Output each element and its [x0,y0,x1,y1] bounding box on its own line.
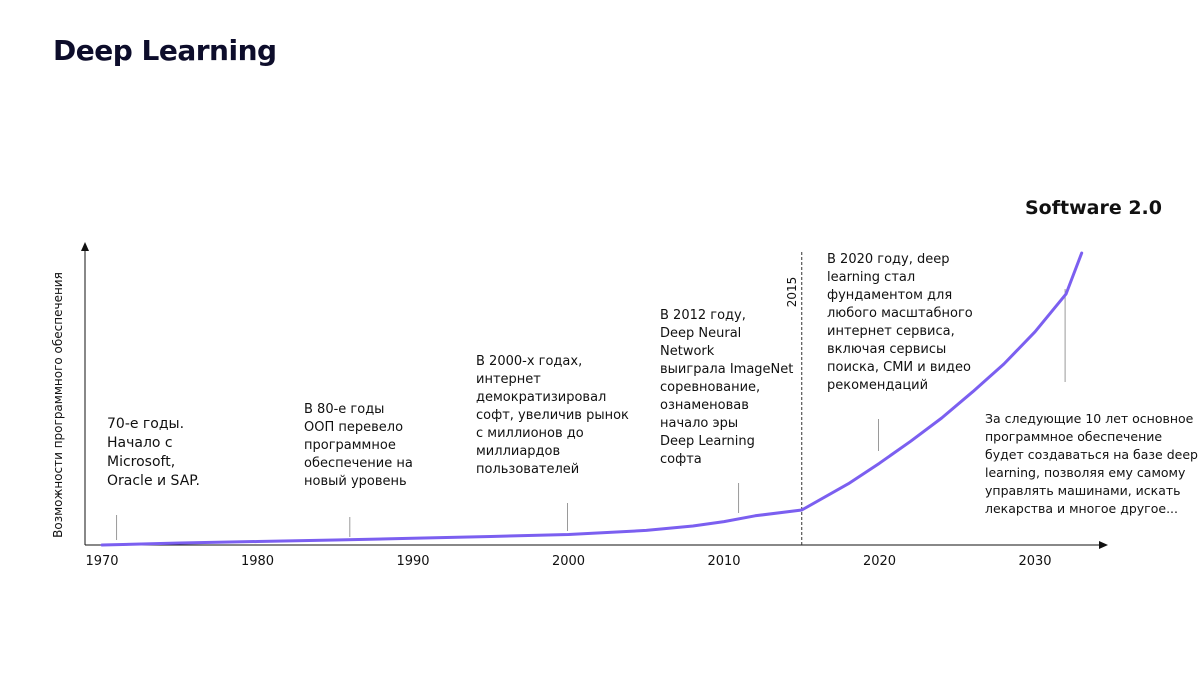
annotation-line: ознаменовав [660,398,749,413]
annotation-line: 70-е годы. [107,416,185,432]
annotation-line: фундаментом для [827,288,953,303]
annotation-line: будет создаваться на базе deep [985,447,1198,462]
chart-axes [81,242,1108,549]
page-title: Deep Learning [53,34,277,67]
annotation-line: В 2000-х годах, [476,354,583,369]
annotation-1980s: В 80-е годы ООП перевело программное обе… [304,401,413,491]
annotation-line: лекарства и многое другое... [985,501,1179,516]
annotation-line: обеспечение на [304,456,413,471]
annotation-line: Oracle и SAP. [107,473,200,489]
annotation-line: В 2020 году, deep [827,252,950,267]
annotation-line: миллиардов [476,444,561,459]
annotation-line: learning, позволяя ему самому [985,465,1186,480]
annotation-line: поиска, СМИ и видео [827,360,971,375]
annotation-line: интернет [476,372,541,387]
annotation-line: ООП перевело [304,420,404,435]
annotation-line: Начало с [107,435,173,451]
annotation-1970s: 70-е годы. Начало с Microsoft, Oracle и … [107,415,200,491]
annotation-line: демократизировал [476,390,607,405]
capability-curve [100,251,1084,547]
annotation-line: управлять машинами, искать [985,483,1181,498]
annotation-line: В 80-е годы [304,402,385,417]
annotation-line: программное обеспечение [985,429,1163,444]
annotation-2012: В 2012 году, Deep Neural Network выиграл… [660,307,793,469]
x-tick-label: 2000 [552,554,585,569]
x-tick-label: 1980 [241,554,274,569]
x-tick-label: 2030 [1018,554,1051,569]
annotation-line: соревнование, [660,380,761,395]
annotation-line: интернет сервиса, [827,324,955,339]
annotation-line: Network [660,344,715,359]
annotation-line: Deep Learning [660,434,755,449]
x-tick-label: 2020 [863,554,896,569]
y-axis-arrow [81,242,89,251]
x-tick-label: 1990 [396,554,429,569]
annotation-line: софт, увеличив рынок [476,408,629,423]
annotation-line: с миллионов до [476,426,584,441]
annotation-future: За следующие 10 лет основное программное… [985,410,1198,518]
x-tick-label: 1970 [85,554,118,569]
annotation-line: learning стал [827,270,916,285]
x-tick-labels: 1970 1980 1990 2000 2010 2020 2030 [85,554,1051,569]
annotation-line: Deep Neural [660,326,742,341]
annotation-line: В 2012 году, [660,308,746,323]
annotation-line: пользователей [476,462,580,477]
annotation-2000s: В 2000-х годах, интернет демократизирова… [476,353,629,479]
marker-2015-label: 2015 [785,276,799,308]
annotation-line: включая сервисы [827,342,947,357]
annotation-line: софта [660,452,702,467]
annotation-line: программное [304,438,396,453]
y-axis-label: Возможности программного обеспечения [51,272,65,538]
annotation-line: новый уровень [304,474,407,489]
annotation-line: За следующие 10 лет основное [985,411,1194,426]
x-axis-arrow [1099,541,1108,549]
software-2-headline: Software 2.0 [1025,197,1162,219]
annotation-line: выиграла ImageNet [660,362,794,377]
annotation-line: Microsoft, [107,454,176,470]
annotation-guide-lines [116,289,1066,540]
annotation-2020: В 2020 году, deep learning стал фундамен… [827,251,973,395]
annotation-line: рекомендаций [827,378,929,393]
annotation-line: начало эры [660,416,739,431]
annotation-line: любого масштабного [827,306,973,321]
x-tick-label: 2010 [707,554,740,569]
